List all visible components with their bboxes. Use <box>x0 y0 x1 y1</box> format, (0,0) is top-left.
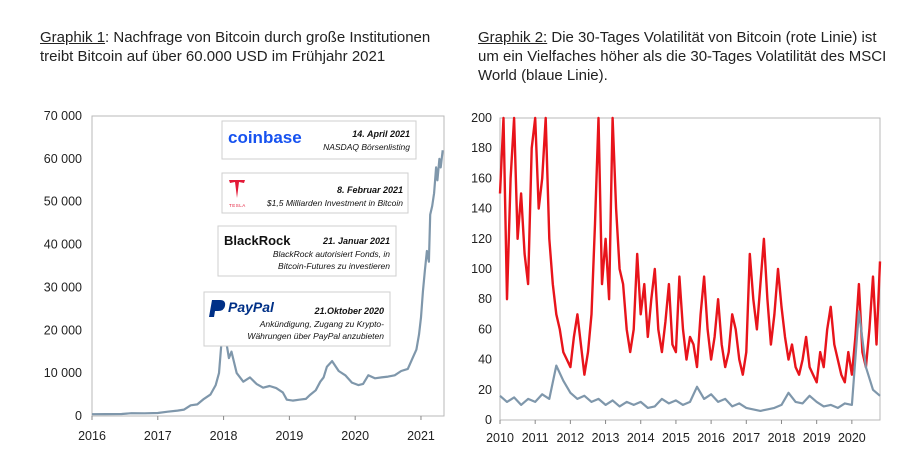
chart2-x-tick-label: 2010 <box>486 431 514 445</box>
chart2-x-tick-label: 2016 <box>697 431 725 445</box>
chart2-caption-lead: Graphik 2: <box>478 29 548 46</box>
chart2-y-tick-label: 180 <box>471 141 492 155</box>
chart2-y-axis: 0 20 40 60 80 100 120 140 160 180 200 <box>471 111 492 427</box>
chart2-x-tick-label: 2014 <box>627 431 655 445</box>
chart1-x-tick-label: 2020 <box>341 429 369 443</box>
chart2-plot-area <box>499 117 881 421</box>
annotation-paypal-box <box>203 291 391 347</box>
chart1-x-tick-label: 2018 <box>210 429 238 443</box>
chart1-series-primary-line <box>91 150 444 416</box>
chart2-x-tick-label: 2011 <box>522 431 549 445</box>
chart2-y-tick-label: 60 <box>478 322 492 336</box>
chart2-caption: Graphik 2: Die 30-Tages Volatilität von … <box>478 28 898 85</box>
tesla-logo-icon <box>229 180 245 198</box>
annotation-tesla-box <box>221 172 409 214</box>
coinbase-logo: coinbase <box>228 128 302 147</box>
chart2-y-tick-label: 20 <box>478 383 492 397</box>
chart1-y-tick-label: 30 000 <box>44 280 82 294</box>
annotation-paypal-text-2: Währungen über PayPal anzubieten <box>247 331 384 341</box>
annotation-paypal: PayPal 21.Oktober 2020 Ankündigung, Zuga… <box>203 291 391 347</box>
chart1-caption: Graphik 1: Nachfrage von Bitcoin durch g… <box>40 28 440 66</box>
chart2-y-tick-label: 80 <box>478 292 492 306</box>
chart1-y-tick-label: 20 000 <box>44 323 82 337</box>
annotation-paypal-text-1: Ankündigung, Zugang zu Krypto- <box>259 319 384 329</box>
chart2-x-axis: 2010 2011 2012 2013 2014 2015 2016 2017 2018 2019… <box>486 420 866 445</box>
chart1-y-axis: 0 10 000 20 000 30 000 40 000 50 000 60 000 70 … <box>44 109 82 423</box>
annotation-blackrock-box <box>217 225 397 277</box>
annotation-coinbase-box <box>221 120 417 160</box>
chart1-x-tick-label: 2021 <box>407 429 435 443</box>
chart2-y-tick-label: 100 <box>471 262 492 276</box>
chart1-x-tick-label: 2019 <box>275 429 303 443</box>
chart2-series <box>498 116 882 412</box>
chart2-x-tick-label: 2017 <box>732 431 760 445</box>
chart1-y-tick-label: 50 000 <box>44 195 82 209</box>
chart1-y-tick-label: 60 000 <box>44 152 82 166</box>
chart2-x-tick-label: 2015 <box>662 431 690 445</box>
annotation-tesla: TESLA 8. Februar 2021 $1,5 Milliarden In… <box>221 172 409 214</box>
chart1-y-tick-label: 40 000 <box>44 238 82 252</box>
annotation-blackrock-text-1: BlackRock autorisiert Fonds, in <box>273 249 390 259</box>
annotation-blackrock: BlackRock 21. Januar 2021 BlackRock auto… <box>217 225 397 277</box>
annotation-tesla-date: 8. Februar 2021 <box>337 185 403 195</box>
chart2-x-tick-label: 2020 <box>838 431 866 445</box>
chart1-series <box>91 150 444 416</box>
annotation-tesla-text: $1,5 Milliarden Investment in Bitcoin <box>266 198 403 208</box>
chart2-y-tick-label: 140 <box>471 202 492 216</box>
chart2-x-tick-label: 2012 <box>556 431 584 445</box>
blackrock-logo: BlackRock <box>224 233 291 248</box>
chart2-series-secondary-line <box>499 310 881 412</box>
chart1-x-tick-label: 2017 <box>144 429 172 443</box>
annotation-blackrock-text-2: Bitcoin-Futures zu investieren <box>278 261 390 271</box>
chart1-y-tick-label: 0 <box>75 409 82 423</box>
chart1-x-tick-label: 2016 <box>78 429 106 443</box>
chart1-caption-lead: Graphik 1 <box>40 29 106 46</box>
chart2-x-tick-label: 2018 <box>768 431 796 445</box>
chart2-x-tick-label: 2019 <box>803 431 831 445</box>
annotation-coinbase-text: NASDAQ Börsenlisting <box>323 142 410 152</box>
chart1-caption-text: : Nachfrage von Bitcoin durch große Inst… <box>40 29 431 65</box>
annotation-blackrock-date: 21. Januar 2021 <box>322 236 390 246</box>
chart2-series-primary-line <box>498 116 882 384</box>
chart2-volatility: 0 20 40 60 80 100 120 140 160 180 200 2010 2011 2012… <box>471 111 882 445</box>
chart2-caption-text: Die 30-Tages Volatilität von Bitcoin (ro… <box>478 29 887 84</box>
chart1-y-tick-label: 70 000 <box>44 109 82 123</box>
annotation-coinbase: coinbase 14. April 2021 NASDAQ Börsenlis… <box>221 120 417 160</box>
chart1-x-axis: 2016 2017 2018 2019 2020 2021 <box>78 416 435 443</box>
annotation-paypal-date: 21.Oktober 2020 <box>313 306 384 316</box>
chart2-y-tick-label: 120 <box>471 232 492 246</box>
chart2-x-tick-label: 2013 <box>592 431 620 445</box>
chart2-y-tick-label: 160 <box>471 171 492 185</box>
chart1-bitcoin-price: 0 10 000 20 000 30 000 40 000 50 000 60 000 70 … <box>44 109 445 443</box>
chart2-y-tick-label: 200 <box>471 111 492 125</box>
tesla-wordmark: TESLA <box>229 203 246 208</box>
chart2-y-tick-label: 40 <box>478 353 492 367</box>
paypal-logo-icon <box>209 300 226 317</box>
paypal-logo: PayPal <box>228 299 275 315</box>
chart1-y-tick-label: 10 000 <box>44 366 82 380</box>
chart2-y-tick-label: 0 <box>485 413 492 427</box>
annotation-coinbase-date: 14. April 2021 <box>352 129 410 139</box>
